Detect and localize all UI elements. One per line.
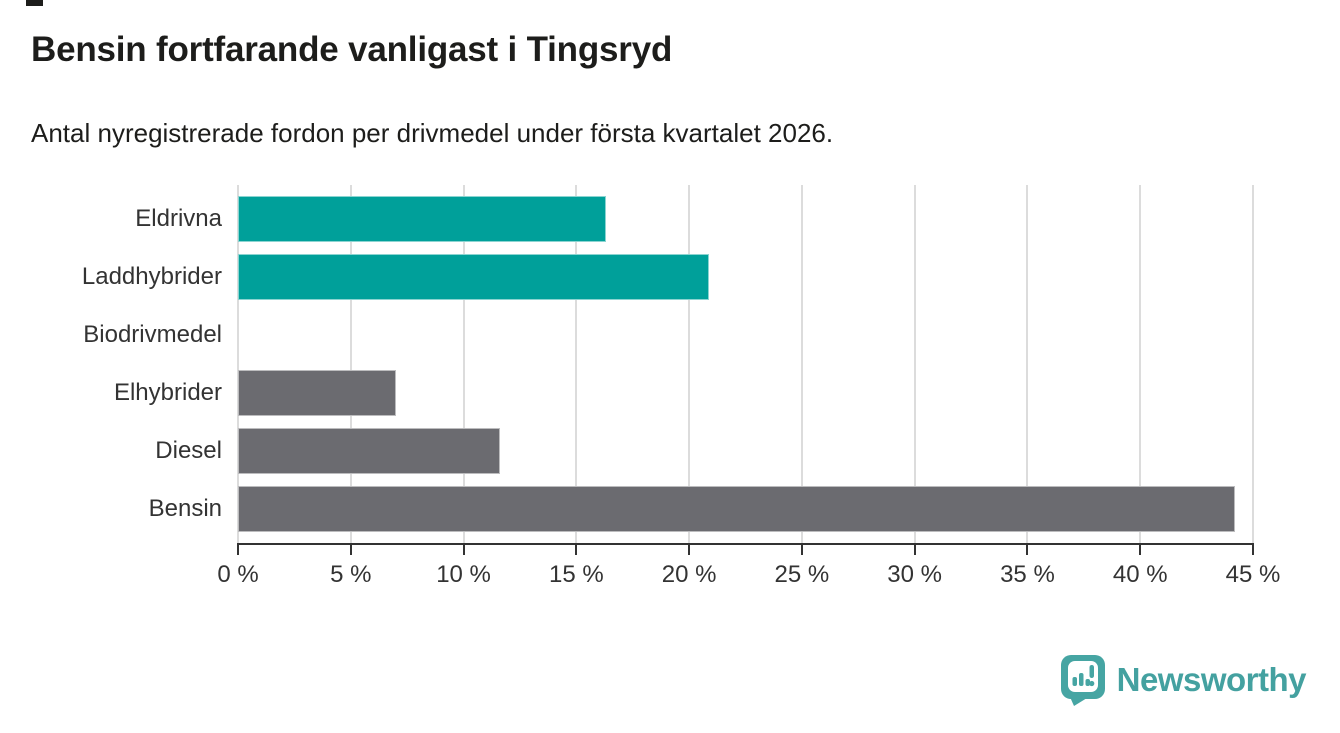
gridline [349,185,352,543]
gridline [1139,185,1142,543]
x-axis-tick-label: 15 % [548,561,604,588]
category-label: Eldrivna [135,205,222,232]
bar-track [238,254,1253,300]
bar-eldrivna [238,196,606,242]
x-axis-tick-label: 25 % [774,561,830,588]
category-label: Laddhybrider [81,263,222,290]
bar-track [238,486,1253,532]
x-axis-tick [800,545,803,555]
bar-diesel [238,428,500,474]
newsworthy-logo: Newsworthy [1060,654,1307,706]
bar-track [238,312,1253,358]
x-axis-tick [349,545,352,555]
bar-track [238,428,1253,474]
category-label: Bensin [148,495,222,522]
x-axis-tick-label: 35 % [1000,561,1055,588]
bar-track [238,370,1253,416]
x-axis-tick-label: 20 % [661,561,717,588]
category-label: Diesel [155,437,222,464]
x-axis-line [237,543,1254,545]
x-axis-tick-label: 10 % [436,561,491,588]
category-label: Biodrivmedel [83,321,222,348]
gridline [688,185,691,543]
chart-row: Biodrivmedel [0,312,1340,358]
x-axis-tick-label: 40 % [1112,561,1168,588]
gridline [1252,185,1254,543]
category-label: Elhybrider [113,379,222,406]
gridline [575,185,578,543]
gridline [913,185,916,543]
gridline [462,185,465,543]
x-axis-tick-label: 5 % [330,561,372,588]
x-axis: 0 % 5 % 10 % 15 % 20 % 25 % 30 % 35 % 40 % 45 % [217,543,1280,605]
bar-elhybrider [238,370,396,416]
x-axis-tick [462,545,465,555]
chart-row: Laddhybrider [0,254,1340,300]
gridline [1026,185,1029,543]
x-axis-tick-label: 0 % [217,561,259,588]
newsworthy-pin-barchart-icon [1060,655,1105,706]
x-axis-tick [1139,545,1142,555]
newsworthy-logo-text: Newsworthy [1116,661,1307,698]
gridlines [237,185,1254,543]
chart-row: Eldrivna [0,196,1340,242]
x-axis-tick [1252,545,1254,555]
x-axis-tick [237,545,239,555]
x-axis-tick [1026,545,1029,555]
gridline [800,185,803,543]
x-axis-tick-label: 30 % [887,561,943,588]
bar-track [238,196,1253,242]
x-axis-tick [688,545,691,555]
chart-row: Diesel [0,428,1340,474]
bar-laddhybrider [238,254,710,300]
chart-subtitle: Antal nyregistrerade fordon per drivmede… [31,118,834,148]
bar-bensin [238,486,1235,532]
x-axis-tick [575,545,578,555]
chart-row: Bensin [0,486,1340,532]
x-axis-tick-label: 45 % [1225,561,1281,588]
x-axis-tick [913,545,916,555]
chart-row: Elhybrider [0,370,1340,416]
bar-chart: Eldrivna Laddhybrider Biodrivmedel Elhybrid… [0,185,1340,625]
chart-rows: Eldrivna Laddhybrider Biodrivmedel Elhybrid… [0,196,1340,544]
gridline [237,185,239,543]
cropped-artifact [26,0,43,6]
chart-title: Bensin fortfarande vanligast i Tingsryd [31,30,673,69]
